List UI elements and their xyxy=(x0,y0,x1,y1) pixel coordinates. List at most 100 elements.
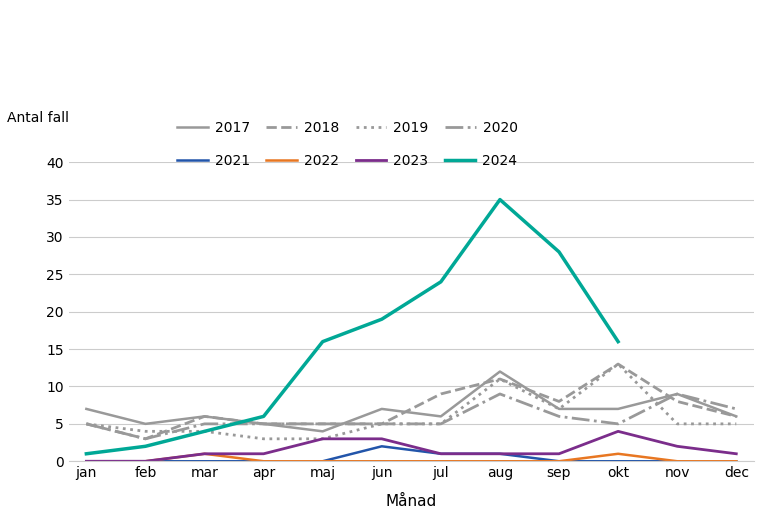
2019 xyxy=(731,421,741,427)
2018 xyxy=(377,421,386,427)
2024 xyxy=(318,339,328,345)
2017 xyxy=(554,406,564,412)
2020 xyxy=(318,421,328,427)
2019 xyxy=(82,421,91,427)
2019 xyxy=(554,406,564,412)
Line: 2023: 2023 xyxy=(86,431,736,461)
2022 xyxy=(673,458,682,464)
2018 xyxy=(200,413,209,420)
2019 xyxy=(259,435,268,442)
2023 xyxy=(141,458,150,464)
2021 xyxy=(318,458,328,464)
2017 xyxy=(731,413,741,420)
2022 xyxy=(436,458,445,464)
2023 xyxy=(259,451,268,457)
2017 xyxy=(673,391,682,397)
2021 xyxy=(731,458,741,464)
2020 xyxy=(141,435,150,442)
2020 xyxy=(200,421,209,427)
2022 xyxy=(554,458,564,464)
2024 xyxy=(82,451,91,457)
2022 xyxy=(200,451,209,457)
2021 xyxy=(495,451,504,457)
2018 xyxy=(495,376,504,382)
Line: 2019: 2019 xyxy=(86,364,736,439)
2021 xyxy=(82,458,91,464)
2017 xyxy=(436,413,445,420)
2017 xyxy=(82,406,91,412)
Line: 2020: 2020 xyxy=(86,394,736,439)
2019 xyxy=(495,376,504,382)
2022 xyxy=(82,458,91,464)
2022 xyxy=(377,458,386,464)
2021 xyxy=(673,458,682,464)
2024 xyxy=(141,443,150,450)
2018 xyxy=(436,391,445,397)
2019 xyxy=(318,435,328,442)
2020 xyxy=(436,421,445,427)
2021 xyxy=(436,451,445,457)
Line: 2022: 2022 xyxy=(86,454,736,461)
2022 xyxy=(259,458,268,464)
2018 xyxy=(318,421,328,427)
Line: 2024: 2024 xyxy=(86,200,618,454)
2017 xyxy=(377,406,386,412)
2023 xyxy=(731,451,741,457)
2017 xyxy=(495,368,504,375)
2018 xyxy=(731,413,741,420)
2019 xyxy=(614,361,623,367)
2021 xyxy=(141,458,150,464)
2021 xyxy=(614,458,623,464)
2020 xyxy=(259,421,268,427)
Legend: 2021, 2022, 2023, 2024: 2021, 2022, 2023, 2024 xyxy=(171,148,523,173)
2024 xyxy=(554,249,564,255)
2019 xyxy=(141,428,150,434)
2021 xyxy=(259,458,268,464)
2020 xyxy=(614,421,623,427)
2019 xyxy=(436,421,445,427)
2024 xyxy=(436,279,445,285)
2022 xyxy=(731,458,741,464)
2017 xyxy=(259,421,268,427)
2022 xyxy=(614,451,623,457)
2023 xyxy=(436,451,445,457)
2017 xyxy=(614,406,623,412)
2023 xyxy=(554,451,564,457)
2021 xyxy=(554,458,564,464)
2023 xyxy=(318,435,328,442)
2017 xyxy=(141,421,150,427)
2022 xyxy=(318,458,328,464)
2018 xyxy=(82,421,91,427)
2020 xyxy=(377,421,386,427)
2018 xyxy=(673,398,682,405)
2019 xyxy=(377,421,386,427)
Line: 2021: 2021 xyxy=(86,446,736,461)
2023 xyxy=(495,451,504,457)
Line: 2018: 2018 xyxy=(86,364,736,439)
2018 xyxy=(614,361,623,367)
2020 xyxy=(731,406,741,412)
2023 xyxy=(614,428,623,434)
2018 xyxy=(259,421,268,427)
2017 xyxy=(318,428,328,434)
2021 xyxy=(377,443,386,450)
2020 xyxy=(554,413,564,420)
2023 xyxy=(673,443,682,450)
X-axis label: Månad: Månad xyxy=(386,494,437,509)
2018 xyxy=(141,435,150,442)
2023 xyxy=(200,451,209,457)
2020 xyxy=(82,421,91,427)
2024 xyxy=(495,196,504,203)
2020 xyxy=(495,391,504,397)
2023 xyxy=(82,458,91,464)
2024 xyxy=(200,428,209,434)
2019 xyxy=(673,421,682,427)
2017 xyxy=(200,413,209,420)
2018 xyxy=(554,398,564,405)
2022 xyxy=(495,458,504,464)
2023 xyxy=(377,435,386,442)
Line: 2017: 2017 xyxy=(86,372,736,431)
2024 xyxy=(614,339,623,345)
2019 xyxy=(200,428,209,434)
2020 xyxy=(673,391,682,397)
